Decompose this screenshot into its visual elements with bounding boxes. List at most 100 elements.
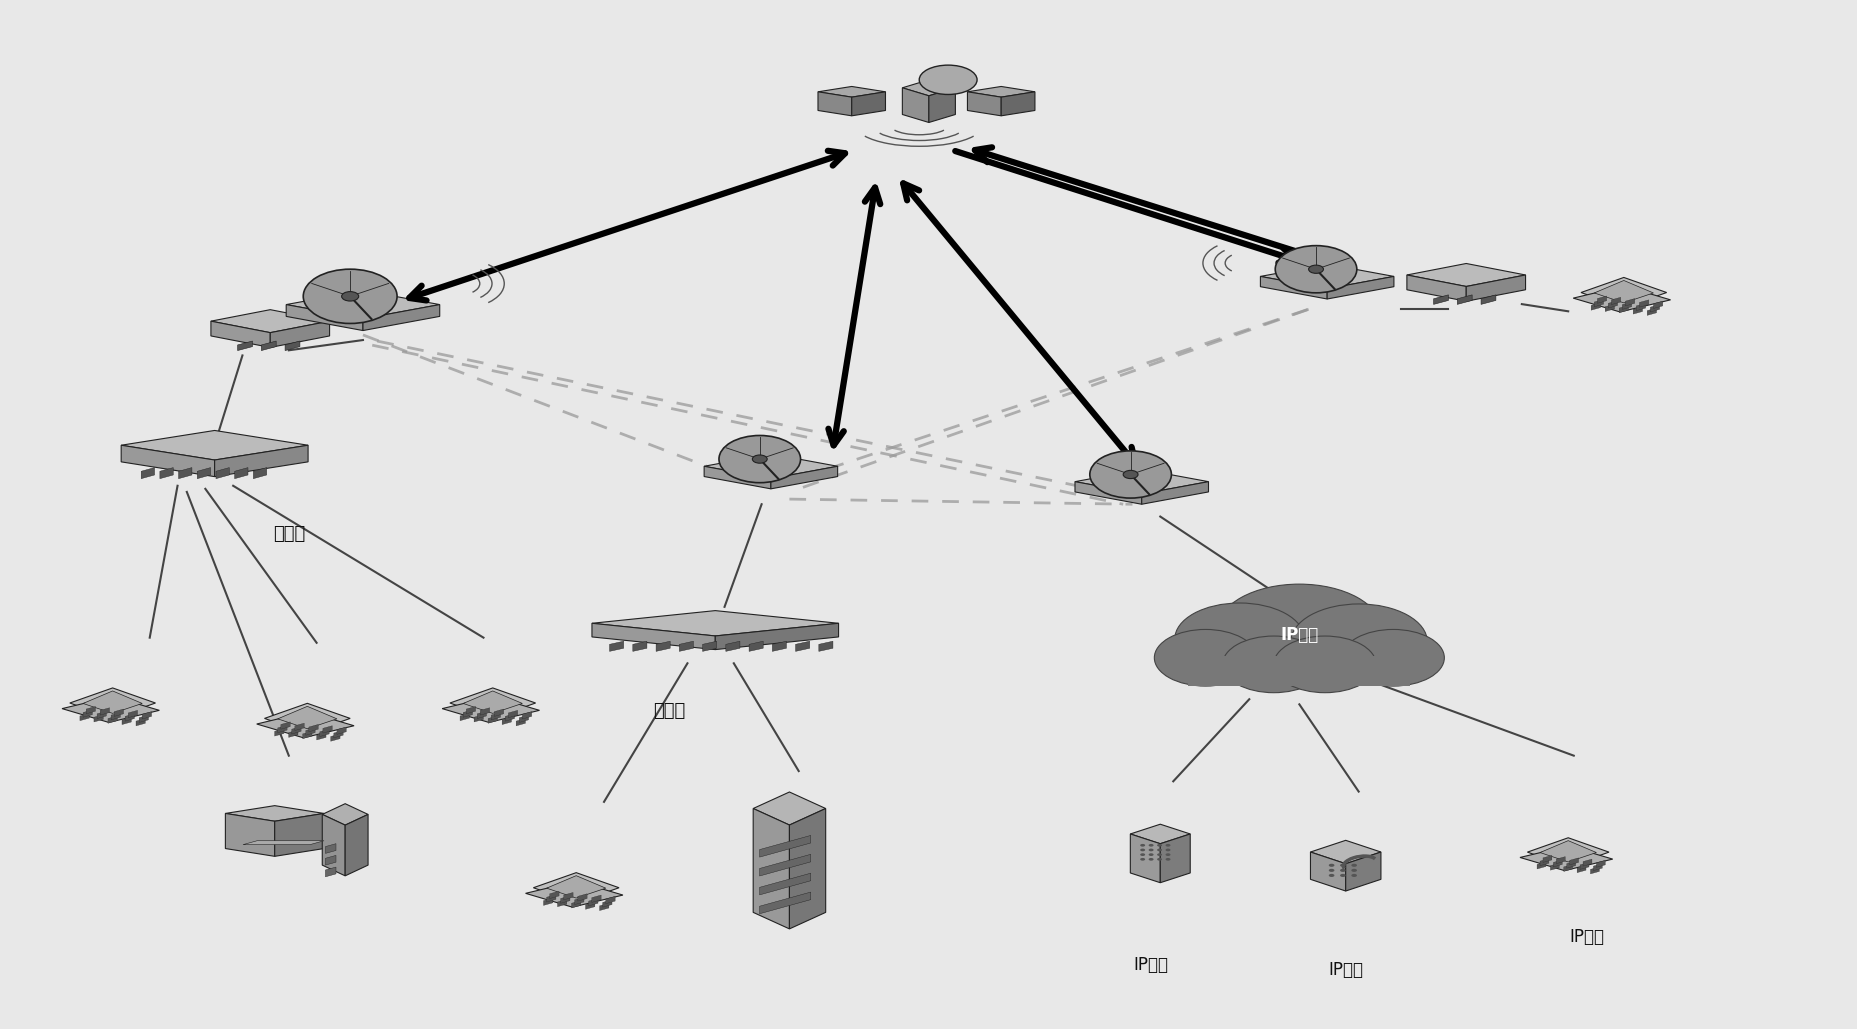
Circle shape bbox=[1352, 863, 1357, 866]
Polygon shape bbox=[1408, 275, 1467, 301]
Polygon shape bbox=[1597, 860, 1604, 867]
Circle shape bbox=[1140, 844, 1146, 847]
Polygon shape bbox=[84, 710, 93, 717]
Polygon shape bbox=[592, 895, 602, 902]
Polygon shape bbox=[275, 729, 284, 736]
Polygon shape bbox=[680, 641, 693, 651]
Polygon shape bbox=[292, 726, 301, 734]
Polygon shape bbox=[771, 466, 838, 489]
Circle shape bbox=[1166, 844, 1170, 847]
Circle shape bbox=[1140, 853, 1146, 856]
Circle shape bbox=[1175, 603, 1304, 675]
Polygon shape bbox=[488, 716, 498, 723]
Circle shape bbox=[1352, 868, 1357, 872]
Circle shape bbox=[1149, 858, 1153, 860]
Polygon shape bbox=[461, 713, 470, 720]
Polygon shape bbox=[760, 892, 812, 914]
Polygon shape bbox=[462, 690, 522, 713]
Polygon shape bbox=[449, 688, 535, 718]
Circle shape bbox=[1218, 584, 1382, 675]
Circle shape bbox=[1343, 630, 1445, 686]
Text: 集线器: 集线器 bbox=[273, 525, 305, 542]
Polygon shape bbox=[600, 903, 609, 911]
Polygon shape bbox=[306, 728, 316, 735]
Ellipse shape bbox=[719, 435, 800, 483]
Polygon shape bbox=[271, 321, 329, 348]
Polygon shape bbox=[715, 624, 839, 649]
Polygon shape bbox=[1539, 858, 1549, 865]
Polygon shape bbox=[578, 894, 587, 901]
Circle shape bbox=[1166, 849, 1170, 851]
Polygon shape bbox=[1161, 833, 1190, 883]
Polygon shape bbox=[323, 814, 345, 876]
Polygon shape bbox=[100, 708, 110, 715]
Polygon shape bbox=[325, 867, 336, 877]
Polygon shape bbox=[557, 899, 566, 907]
Polygon shape bbox=[1467, 275, 1526, 301]
Circle shape bbox=[1157, 844, 1162, 847]
Polygon shape bbox=[225, 806, 323, 821]
Polygon shape bbox=[1591, 303, 1601, 310]
Polygon shape bbox=[509, 710, 518, 717]
Polygon shape bbox=[817, 86, 886, 97]
Polygon shape bbox=[61, 697, 160, 722]
Polygon shape bbox=[143, 712, 152, 719]
Polygon shape bbox=[325, 844, 336, 853]
Text: IP视频: IP视频 bbox=[1133, 956, 1168, 973]
Polygon shape bbox=[1580, 278, 1668, 308]
Polygon shape bbox=[108, 716, 117, 723]
Circle shape bbox=[1166, 853, 1170, 856]
Polygon shape bbox=[704, 454, 838, 478]
Polygon shape bbox=[1577, 865, 1586, 873]
Polygon shape bbox=[286, 341, 301, 351]
Polygon shape bbox=[1593, 863, 1603, 871]
Polygon shape bbox=[565, 892, 574, 899]
Circle shape bbox=[1309, 265, 1324, 274]
Polygon shape bbox=[544, 898, 553, 906]
Polygon shape bbox=[275, 814, 323, 856]
Polygon shape bbox=[1623, 301, 1632, 310]
Polygon shape bbox=[1131, 833, 1161, 883]
Circle shape bbox=[1157, 853, 1162, 856]
Polygon shape bbox=[967, 92, 1001, 116]
Polygon shape bbox=[139, 715, 149, 722]
Circle shape bbox=[1341, 868, 1346, 872]
Polygon shape bbox=[505, 714, 514, 721]
Polygon shape bbox=[264, 704, 351, 734]
Circle shape bbox=[1157, 849, 1162, 851]
Polygon shape bbox=[323, 725, 332, 733]
Polygon shape bbox=[1075, 469, 1209, 494]
Circle shape bbox=[1140, 849, 1146, 851]
Polygon shape bbox=[494, 709, 503, 716]
Polygon shape bbox=[1597, 296, 1606, 304]
Circle shape bbox=[1149, 853, 1153, 856]
Polygon shape bbox=[928, 87, 954, 122]
Polygon shape bbox=[303, 732, 312, 739]
Polygon shape bbox=[1539, 841, 1597, 862]
Polygon shape bbox=[1612, 297, 1621, 305]
Circle shape bbox=[752, 455, 767, 463]
Polygon shape bbox=[520, 715, 529, 722]
Polygon shape bbox=[234, 467, 249, 478]
Polygon shape bbox=[215, 446, 308, 476]
Polygon shape bbox=[466, 707, 475, 714]
Polygon shape bbox=[903, 87, 928, 122]
Polygon shape bbox=[604, 899, 613, 908]
Polygon shape bbox=[1573, 286, 1671, 312]
Polygon shape bbox=[760, 874, 812, 895]
Polygon shape bbox=[817, 92, 852, 116]
Circle shape bbox=[342, 291, 358, 301]
Polygon shape bbox=[789, 809, 826, 929]
Polygon shape bbox=[442, 697, 540, 722]
Polygon shape bbox=[1543, 855, 1552, 862]
Polygon shape bbox=[754, 809, 789, 929]
Polygon shape bbox=[1482, 295, 1497, 305]
Polygon shape bbox=[113, 709, 124, 716]
Polygon shape bbox=[1651, 305, 1660, 312]
Polygon shape bbox=[197, 467, 210, 478]
Polygon shape bbox=[318, 733, 327, 740]
Polygon shape bbox=[1595, 299, 1604, 307]
Polygon shape bbox=[121, 446, 215, 476]
Polygon shape bbox=[1001, 92, 1034, 116]
Polygon shape bbox=[702, 641, 717, 651]
